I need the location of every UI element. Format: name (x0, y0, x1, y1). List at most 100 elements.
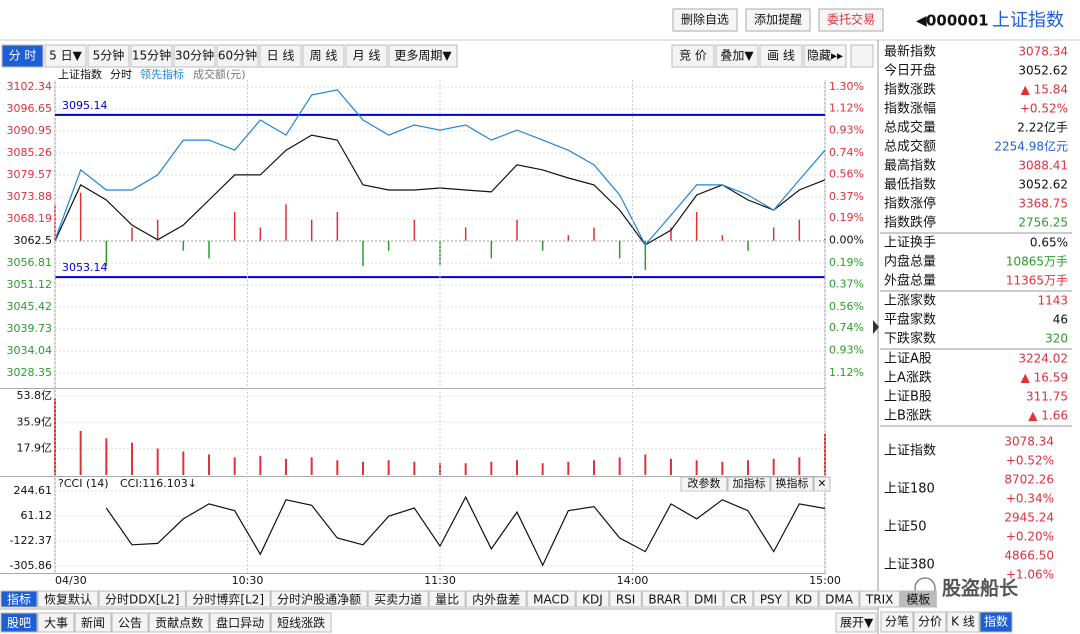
fullscreen-button[interactable] (850, 44, 874, 68)
tab[interactable] (0, 590, 38, 608)
tool-button-label[interactable]: 叠加▼ (720, 49, 754, 63)
period-tab-label[interactable]: 5分钟 (93, 48, 125, 63)
tab-label[interactable]: 指标 (7, 592, 31, 607)
period-tab[interactable] (302, 44, 345, 68)
period-tab-label[interactable]: 5 日▼ (49, 49, 82, 63)
tab[interactable] (98, 590, 186, 608)
tab-label[interactable]: 买卖力道 (374, 593, 422, 607)
tool-button[interactable] (759, 44, 803, 68)
period-tab[interactable] (1, 44, 44, 68)
header-button-label[interactable]: 委托交易 (827, 12, 875, 27)
indicator-button-label[interactable]: 改参数 (688, 476, 721, 490)
tab[interactable] (37, 612, 75, 633)
period-tab-label[interactable]: 30分钟 (175, 48, 214, 63)
tab[interactable] (270, 612, 332, 633)
tab[interactable] (367, 590, 429, 608)
tab[interactable] (859, 590, 900, 608)
tab[interactable] (270, 590, 368, 608)
tab[interactable] (575, 590, 610, 608)
period-tab[interactable] (44, 44, 87, 68)
period-tab[interactable] (388, 44, 458, 68)
period-tab-label[interactable]: 周 线 (310, 49, 338, 63)
tab[interactable] (37, 590, 99, 608)
header-button[interactable] (745, 8, 811, 32)
indicator-button-label[interactable]: 加指标 (733, 476, 766, 490)
tool-button[interactable] (803, 44, 847, 68)
side-tab-label[interactable]: 分价 (918, 615, 942, 629)
tool-button[interactable] (715, 44, 759, 68)
period-tab[interactable] (130, 44, 173, 68)
expand-label[interactable]: 展开▼ (840, 616, 874, 630)
period-tab[interactable] (259, 44, 302, 68)
tab-label[interactable]: 模板 (906, 593, 930, 607)
tab-label[interactable]: 分时沪股通净额 (277, 593, 361, 607)
side-tab-label[interactable]: 分笔 (885, 614, 909, 629)
period-tab-label[interactable]: 60分钟 (218, 48, 257, 63)
tab[interactable] (641, 590, 688, 608)
tab-label[interactable]: 分时DDX[L2] (105, 593, 179, 607)
tab[interactable] (609, 590, 642, 608)
expand-button[interactable] (835, 612, 877, 633)
tab-label[interactable]: PSY (760, 593, 783, 607)
period-tab-label[interactable]: 月 线 (353, 49, 381, 63)
tab[interactable] (428, 590, 466, 608)
tab-label[interactable]: 公告 (118, 616, 142, 630)
collapse-arrow[interactable] (873, 320, 879, 334)
side-tab[interactable] (880, 611, 914, 633)
tab[interactable] (465, 590, 527, 608)
tab[interactable] (788, 590, 819, 608)
period-tab[interactable] (216, 44, 259, 68)
tab-label[interactable]: 贡献点数 (155, 615, 203, 630)
tab-label[interactable]: 内外盘差 (472, 592, 520, 607)
tab[interactable] (753, 590, 789, 608)
header-button-label[interactable]: 添加提醒 (754, 12, 802, 27)
tab-label[interactable]: BRAR (648, 593, 681, 607)
tool-button[interactable] (671, 44, 715, 68)
tab-label[interactable]: 大事 (44, 616, 68, 630)
tab[interactable] (899, 590, 937, 608)
header-button[interactable] (672, 8, 738, 32)
tab[interactable] (723, 590, 754, 608)
header-button[interactable] (818, 8, 884, 32)
tab[interactable] (526, 590, 576, 608)
indicator-button-label[interactable]: ✕ (817, 477, 826, 490)
tab[interactable] (209, 612, 271, 633)
tab[interactable] (185, 590, 271, 608)
side-tab[interactable] (946, 611, 980, 633)
tab[interactable] (818, 590, 860, 608)
side-tab[interactable] (913, 611, 947, 633)
side-tab[interactable] (979, 611, 1013, 633)
tab[interactable] (687, 590, 724, 608)
tab-label[interactable]: 盘口异动 (216, 615, 264, 630)
tab-label[interactable]: 新闻 (81, 615, 105, 630)
tab-label[interactable]: 分时博弈[L2] (192, 592, 264, 607)
tool-button-label[interactable]: 画 线 (767, 49, 795, 63)
period-tab[interactable] (87, 44, 130, 68)
tab-label[interactable]: DMI (694, 593, 717, 607)
period-tab-label[interactable]: 分 时 (9, 49, 37, 63)
tab-label[interactable]: 短线涨跌 (277, 615, 325, 630)
indicator-button[interactable] (813, 476, 831, 492)
tab-label[interactable]: RSI (616, 593, 636, 607)
tab-label[interactable]: CR (730, 593, 747, 607)
tab[interactable] (111, 612, 149, 633)
period-tab[interactable] (345, 44, 388, 68)
tab-label[interactable]: KD (795, 593, 812, 607)
tool-button-label[interactable]: 隐藏▸▸ (807, 49, 843, 63)
period-tab-label[interactable]: 15分钟 (132, 48, 171, 63)
indicator-button-label[interactable]: 换指标 (776, 476, 809, 490)
tab-label[interactable]: 量比 (435, 593, 459, 607)
tab-label[interactable]: DMA (825, 593, 854, 607)
tab-label[interactable]: TRIX (865, 593, 893, 607)
tab-label[interactable]: MACD (533, 593, 569, 607)
period-tab[interactable] (173, 44, 216, 68)
tab[interactable] (148, 612, 210, 633)
tab-label[interactable]: 恢复默认 (44, 592, 92, 607)
tab-label[interactable]: 股吧 (7, 616, 31, 630)
tool-button-label[interactable]: 竞 价 (679, 49, 707, 63)
period-tab-label[interactable]: 日 线 (267, 49, 295, 63)
header-button-label[interactable]: 删除自选 (681, 12, 729, 27)
side-tab-label[interactable]: 指数 (984, 614, 1008, 629)
tab-label[interactable]: KDJ (582, 593, 603, 607)
period-tab-label[interactable]: 更多周期▼ (394, 49, 452, 63)
